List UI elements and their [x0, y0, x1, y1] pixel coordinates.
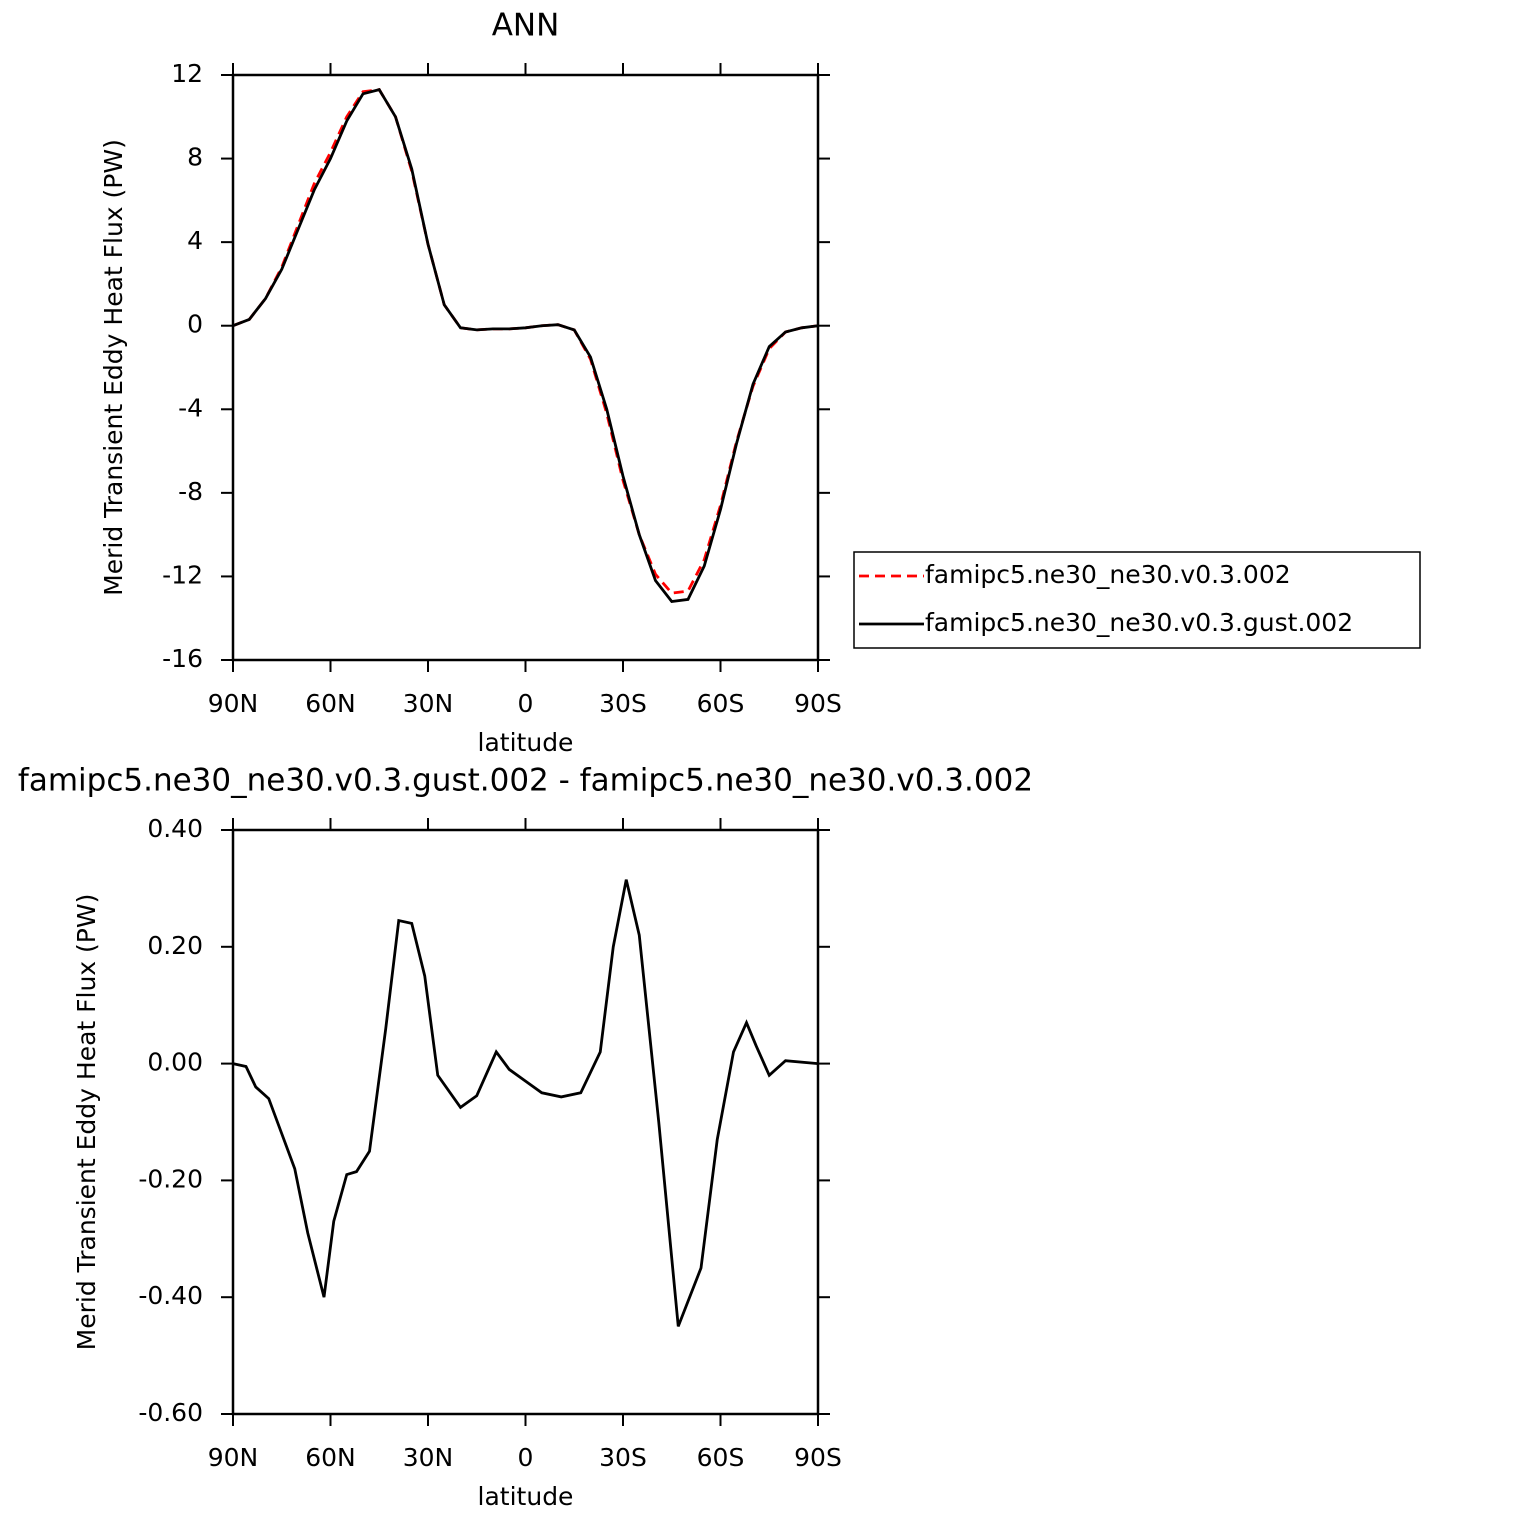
x-axis-label: latitude: [478, 728, 574, 757]
y-tick-label: -4: [178, 393, 203, 422]
x-tick-label: 0: [518, 689, 534, 718]
y-tick-label: 4: [187, 226, 203, 255]
x-tick-label: 60S: [697, 689, 745, 718]
x-tick-label: 90S: [794, 689, 842, 718]
chart-title: ANN: [492, 8, 560, 44]
y-tick-label: -0.20: [138, 1164, 203, 1193]
y-tick-label: -0.60: [138, 1398, 203, 1427]
y-tick-label: 12: [171, 59, 203, 88]
x-tick-label: 30N: [403, 689, 454, 718]
x-tick-label: 90N: [208, 1443, 259, 1472]
y-tick-label: -12: [162, 560, 203, 589]
legend-box: [853, 551, 1421, 649]
chart-title: famipc5.ne30_ne30.v0.3.gust.002 - famipc…: [18, 763, 1033, 799]
y-axis-label: Merid Transient Eddy Heat Flux (PW): [99, 139, 128, 596]
data-line: [232, 88, 819, 595]
data-line: [232, 88, 819, 603]
y-tick-label: -8: [178, 477, 203, 506]
y-tick-label: -0.40: [138, 1281, 203, 1310]
x-tick-label: 60S: [697, 1443, 745, 1472]
y-tick-label: -16: [162, 644, 203, 673]
legend-label: famipc5.ne30_ne30.v0.3.002: [925, 560, 1291, 589]
x-tick-label: 30S: [599, 1443, 647, 1472]
x-tick-label: 60N: [305, 1443, 356, 1472]
legend-label: famipc5.ne30_ne30.v0.3.gust.002: [925, 608, 1353, 637]
plot-frame: [231, 828, 820, 1416]
y-axis-label: Merid Transient Eddy Heat Flux (PW): [72, 894, 101, 1351]
x-tick-label: 90S: [794, 1443, 842, 1472]
x-tick-label: 30N: [403, 1443, 454, 1472]
y-tick-label: 8: [187, 143, 203, 172]
x-tick-label: 90N: [208, 689, 259, 718]
y-tick-label: 0.00: [147, 1048, 203, 1077]
x-tick-label: 60N: [305, 689, 356, 718]
x-axis-label: latitude: [478, 1482, 574, 1511]
y-tick-label: 0.40: [147, 814, 203, 843]
x-tick-label: 0: [518, 1443, 534, 1472]
y-tick-label: 0: [187, 310, 203, 339]
y-tick-label: 0.20: [147, 931, 203, 960]
x-tick-label: 30S: [599, 689, 647, 718]
plot-frame: [231, 73, 820, 662]
data-line: [232, 879, 819, 1327]
